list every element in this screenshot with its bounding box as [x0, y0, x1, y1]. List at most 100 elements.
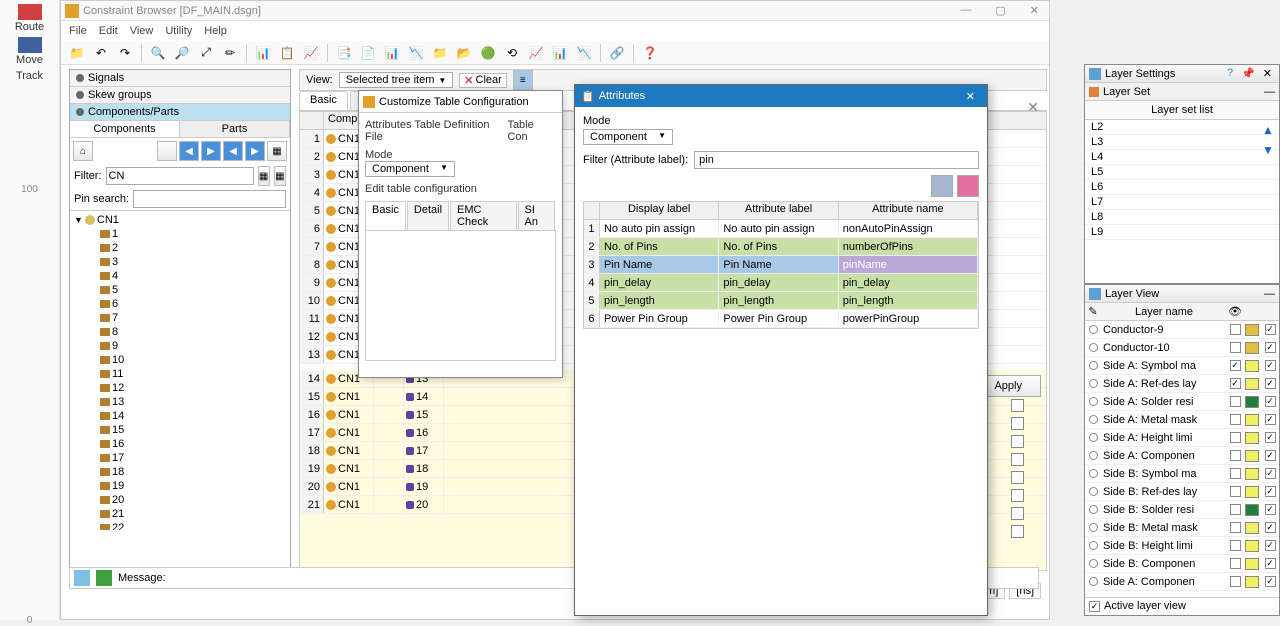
- tree-item[interactable]: 20: [72, 493, 288, 507]
- lp-tab-0[interactable]: Signals: [70, 70, 290, 87]
- layer-view-list[interactable]: Conductor-9Conductor-10Side A: Symbol ma…: [1085, 321, 1279, 597]
- toolbar-btn-20[interactable]: ⟲: [502, 43, 522, 63]
- tree-item[interactable]: 10: [72, 353, 288, 367]
- inner-tab-1[interactable]: Detail: [407, 201, 449, 230]
- filter-btn3[interactable]: ▶: [201, 141, 221, 161]
- tree-item[interactable]: 19: [72, 479, 288, 493]
- maximize-button[interactable]: ▢: [989, 4, 1011, 17]
- layerset-item[interactable]: L6: [1085, 180, 1279, 195]
- toolbar-btn-0[interactable]: 📁: [67, 43, 87, 63]
- layerset-item[interactable]: L8: [1085, 210, 1279, 225]
- filter-btn2[interactable]: ◀: [179, 141, 199, 161]
- filter-btn5[interactable]: ▶: [245, 141, 265, 161]
- layerset-item[interactable]: L7: [1085, 195, 1279, 210]
- row-checkbox[interactable]: [1011, 507, 1024, 520]
- tree-item[interactable]: 6: [72, 297, 288, 311]
- attributes-close-button[interactable]: ✕: [960, 90, 981, 103]
- active-layer-checkbox[interactable]: [1089, 601, 1100, 612]
- toolbar-btn-14[interactable]: 📄: [358, 43, 378, 63]
- toolbar-btn-25[interactable]: 🔗: [607, 43, 627, 63]
- layerview-collapse[interactable]: —: [1264, 288, 1275, 300]
- pin-icon[interactable]: 📌: [1238, 67, 1258, 80]
- filter-clear[interactable]: ▦: [274, 166, 286, 186]
- layerview-row[interactable]: Side B: Height limi: [1085, 537, 1279, 555]
- toolbar-btn-22[interactable]: 📊: [550, 43, 570, 63]
- layerset-item[interactable]: L5: [1085, 165, 1279, 180]
- inner-tab-2[interactable]: EMC Check: [450, 201, 516, 230]
- view-select[interactable]: Selected tree item▼: [339, 72, 454, 88]
- view-extra-btn[interactable]: ≡: [513, 70, 533, 90]
- tree-item[interactable]: 12: [72, 381, 288, 395]
- toolbar-btn-1[interactable]: ↶: [91, 43, 111, 63]
- track-button[interactable]: Track: [0, 68, 59, 84]
- tree-root[interactable]: ▼ CN1: [72, 213, 288, 227]
- toolbar-btn-5[interactable]: 🔎: [172, 43, 192, 63]
- attr-tool2-button[interactable]: [957, 175, 979, 197]
- toolbar-btn-19[interactable]: 🟢: [478, 43, 498, 63]
- layerview-row[interactable]: Side A: Solder resi: [1085, 393, 1279, 411]
- filter-input[interactable]: [106, 167, 254, 185]
- layerview-row[interactable]: Side A: Height limi: [1085, 429, 1279, 447]
- attributes-titlebar[interactable]: 📋 Attributes ✕: [575, 85, 987, 107]
- help-icon[interactable]: ?: [1224, 67, 1236, 80]
- component-tree[interactable]: ▼ CN1 1234567891011121314151617181920212…: [70, 210, 290, 530]
- tree-item[interactable]: 15: [72, 423, 288, 437]
- row-checkbox[interactable]: [1011, 435, 1024, 448]
- tree-item[interactable]: 16: [72, 437, 288, 451]
- menu-help[interactable]: Help: [204, 25, 227, 37]
- toolbar-btn-17[interactable]: 📁: [430, 43, 450, 63]
- menu-view[interactable]: View: [130, 25, 154, 37]
- panel-close-icon[interactable]: ✕: [1027, 99, 1039, 116]
- layerview-row[interactable]: Side A: Componen: [1085, 573, 1279, 591]
- tree-item[interactable]: 17: [72, 451, 288, 465]
- tab-basic[interactable]: Basic: [299, 91, 348, 110]
- lp-tab-2[interactable]: Components/Parts: [70, 104, 290, 121]
- close-button[interactable]: ✕: [1024, 4, 1045, 17]
- layer-settings-close[interactable]: ✕: [1260, 67, 1275, 80]
- layerview-row[interactable]: Side A: Ref-des lay: [1085, 375, 1279, 393]
- toolbar-btn-27[interactable]: ❓: [640, 43, 660, 63]
- tree-item[interactable]: 8: [72, 325, 288, 339]
- attr-tool1-button[interactable]: [931, 175, 953, 197]
- tree-item[interactable]: 22: [72, 521, 288, 530]
- toolbar-btn-21[interactable]: 📈: [526, 43, 546, 63]
- layerset-item[interactable]: L4: [1085, 150, 1279, 165]
- toolbar-btn-10[interactable]: 📋: [277, 43, 297, 63]
- clear-button[interactable]: ✕Clear: [459, 73, 507, 88]
- menu-file[interactable]: File: [69, 25, 87, 37]
- attr-filter-input[interactable]: [694, 151, 979, 169]
- toolbar-btn-23[interactable]: 📉: [574, 43, 594, 63]
- tree-item[interactable]: 5: [72, 283, 288, 297]
- menu-utility[interactable]: Utility: [165, 25, 192, 37]
- tree-item[interactable]: 21: [72, 507, 288, 521]
- menu-edit[interactable]: Edit: [99, 25, 118, 37]
- tree-item[interactable]: 11: [72, 367, 288, 381]
- layerview-row[interactable]: Side B: Ref-des lay: [1085, 483, 1279, 501]
- route-button[interactable]: Route: [0, 2, 59, 35]
- attr-row[interactable]: 4pin_delaypin_delaypin_delay: [584, 274, 978, 292]
- layerview-row[interactable]: Side A: Metal mask: [1085, 411, 1279, 429]
- pinsearch-input[interactable]: [133, 190, 286, 208]
- attr-row[interactable]: 3Pin NamePin NamepinName: [584, 256, 978, 274]
- inner-tab-3[interactable]: SI An: [518, 201, 556, 230]
- tree-item[interactable]: 14: [72, 409, 288, 423]
- layerview-row[interactable]: Side A: Componen: [1085, 447, 1279, 465]
- toolbar-btn-18[interactable]: 📂: [454, 43, 474, 63]
- toolbar-btn-7[interactable]: ✏: [220, 43, 240, 63]
- tree-item[interactable]: 2: [72, 241, 288, 255]
- layerview-row[interactable]: Side B: Symbol ma: [1085, 465, 1279, 483]
- layer-down-button[interactable]: ▼: [1261, 143, 1275, 157]
- layerset-item[interactable]: L3: [1085, 135, 1279, 150]
- tree-item[interactable]: 3: [72, 255, 288, 269]
- layerset-item[interactable]: L9: [1085, 225, 1279, 240]
- attr-row[interactable]: 2No. of PinsNo. of PinsnumberOfPins: [584, 238, 978, 256]
- toolbar-btn-16[interactable]: 📉: [406, 43, 426, 63]
- layerview-row[interactable]: Side B: Metal mask: [1085, 519, 1279, 537]
- toolbar-btn-6[interactable]: ⤢: [196, 43, 216, 63]
- layerview-row[interactable]: Conductor-9: [1085, 321, 1279, 339]
- attr-row[interactable]: 1No auto pin assignNo auto pin assignnon…: [584, 220, 978, 238]
- row-checkbox[interactable]: [1011, 525, 1024, 538]
- row-checkbox[interactable]: [1011, 453, 1024, 466]
- mode-select[interactable]: Component▼: [365, 161, 455, 177]
- tree-item[interactable]: 9: [72, 339, 288, 353]
